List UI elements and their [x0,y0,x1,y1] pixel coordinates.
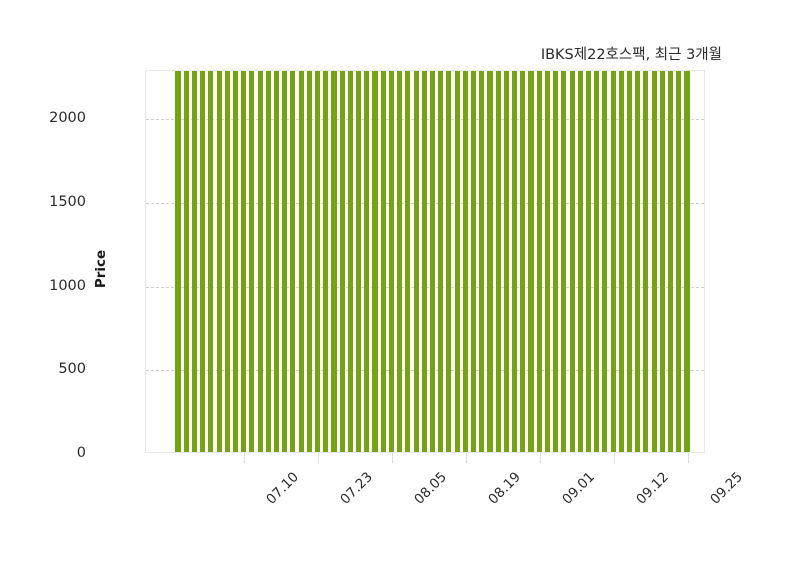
bar [536,71,542,452]
bar [569,71,575,452]
bar [553,71,559,452]
bar [380,71,386,452]
bar [183,71,189,452]
bar [224,71,230,452]
bar [544,71,550,452]
bar [618,71,624,452]
x-tick-label: 09.12 [633,469,672,508]
bar [191,71,197,452]
x-tick-label: 08.19 [485,469,524,508]
bar [495,71,501,452]
bar [594,71,600,452]
bar [577,71,583,452]
x-tick-label: 08.05 [411,469,450,508]
bar [315,71,321,452]
bar [512,71,518,452]
plot-area [145,70,705,453]
bar [372,71,378,452]
y-tick-label: 1500 [49,193,86,210]
bar [200,71,206,452]
bar [405,71,411,452]
bar [257,71,263,452]
bar [388,71,394,452]
bar [684,71,690,452]
bar [610,71,616,452]
bar [659,71,665,452]
x-tick-mark [540,453,541,463]
bar [356,71,362,452]
bar [331,71,337,452]
bar [471,71,477,452]
bar [323,71,329,452]
x-tick-mark [614,453,615,463]
bar [421,71,427,452]
y-tick-label: 0 [76,445,86,461]
x-tick-mark [318,453,319,463]
bar [282,71,288,452]
bar [520,71,526,452]
bar [479,71,485,452]
bar [290,71,296,452]
bar [347,71,353,452]
bar [397,71,403,452]
bar [232,71,238,452]
bar [602,71,608,452]
x-tick-mark [392,453,393,463]
bar [175,71,181,452]
y-tick-label: 2000 [49,110,86,127]
bar [265,71,271,452]
y-tick-label: 500 [58,361,86,378]
bar [528,71,534,452]
bar [462,71,468,452]
bar [635,71,641,452]
bar [676,71,682,452]
chart-title: IBKS제22호스팩, 최근 3개월 [540,47,722,63]
bar [364,71,370,452]
bar [241,71,247,452]
bar [429,71,436,452]
bar [503,71,509,452]
x-tick-mark [244,453,245,463]
bar [298,71,304,452]
bar [651,71,657,452]
bar [438,71,444,452]
y-axis-title: Price [93,249,110,289]
bar [454,71,460,452]
bar [626,71,633,452]
plot-inner [146,71,704,452]
bar [306,71,312,452]
bar [216,71,222,452]
x-tick-mark [688,453,689,463]
bar [208,71,214,452]
bar [413,71,419,452]
x-tick-mark [466,453,467,463]
y-tick-label: 1000 [49,277,86,294]
bar [339,71,345,452]
x-tick-label: 09.01 [559,469,598,508]
x-tick-label: 07.10 [263,469,302,508]
x-tick-label: 09.25 [707,469,746,508]
x-tick-label: 07.23 [337,469,376,508]
bar [643,71,649,452]
bar [585,71,592,452]
bar [487,71,493,452]
bar [273,71,280,452]
bar [446,71,452,452]
bar [249,71,255,452]
bar [561,71,567,452]
bar [668,71,674,452]
